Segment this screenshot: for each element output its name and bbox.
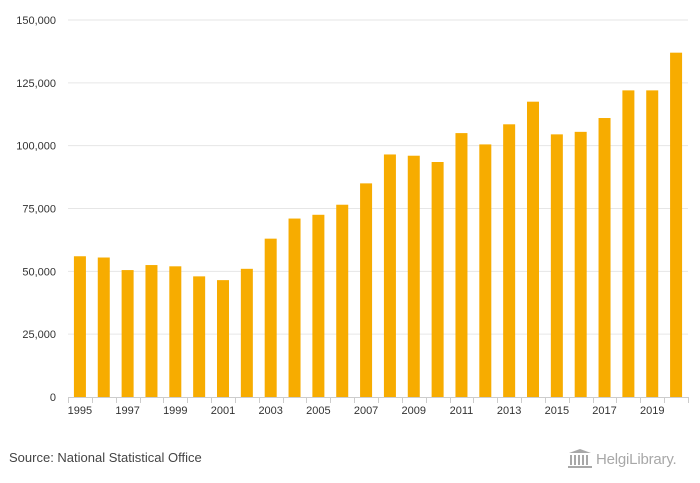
x-tick-label: 2015 [545, 405, 569, 417]
y-tick-label: 50,000 [22, 266, 56, 278]
x-tick-label: 1997 [115, 405, 139, 417]
bar-2017 [598, 118, 611, 398]
bar-1996 [97, 257, 110, 397]
x-tick-label: 2005 [306, 405, 330, 417]
axes: 0 25,000 50,000 75,000 100,000 125,000 150,000… [16, 15, 689, 417]
x-tick-label: 2019 [640, 405, 664, 417]
bar-2012 [479, 144, 492, 397]
bar-2007 [360, 183, 373, 397]
bar-2005 [312, 214, 325, 397]
bar-2013 [503, 124, 516, 397]
bar-2001 [217, 280, 229, 397]
bar-2003 [264, 238, 277, 397]
x-tick-label: 2007 [354, 405, 378, 417]
bar-2019 [646, 90, 659, 397]
source-note: Source: National Statistical Office [9, 450, 202, 465]
bar-2011 [455, 133, 468, 397]
helgi-library-logo: HelgiLibrary. [567, 448, 677, 470]
y-tick-label: 150,000 [16, 15, 56, 27]
x-tick-label: 2017 [592, 405, 616, 417]
y-tick-label: 25,000 [22, 329, 56, 341]
y-tick-label: 125,000 [16, 78, 56, 90]
bar-1999 [169, 266, 182, 397]
x-tick-label: 2013 [497, 405, 521, 417]
bar-2018 [622, 90, 635, 397]
logo-text: HelgiLibrary. [596, 450, 677, 468]
bar-2006 [336, 204, 349, 397]
x-tick-label: 1999 [163, 405, 187, 417]
x-tick-label: 1995 [68, 405, 92, 417]
bar-2015 [550, 134, 563, 397]
x-tick-label: 2003 [258, 405, 282, 417]
bar-1995 [73, 256, 86, 397]
bar-1997 [121, 270, 134, 397]
bars [73, 52, 683, 398]
x-tick-label: 2001 [211, 405, 235, 417]
grid-lines [68, 19, 688, 335]
y-tick-label: 100,000 [16, 141, 56, 153]
y-tick-label: 0 [50, 392, 56, 404]
bar-2000 [193, 276, 206, 397]
y-tick-label: 75,000 [22, 204, 56, 216]
library-building-icon [568, 449, 592, 468]
bar-1998 [145, 265, 158, 397]
bar-2014 [527, 101, 539, 397]
bar-2020 [670, 52, 683, 397]
x-tick-label: 2009 [402, 405, 426, 417]
bar-2002 [240, 268, 253, 397]
bar-2010 [431, 162, 444, 397]
bar-chart: 0 25,000 50,000 75,000 100,000 125,000 150,000… [16, 15, 689, 417]
bar-2016 [574, 131, 587, 398]
bar-2009 [407, 155, 420, 397]
bar-2004 [288, 218, 301, 397]
x-tick-label: 2011 [450, 405, 474, 417]
bar-2008 [383, 154, 396, 397]
